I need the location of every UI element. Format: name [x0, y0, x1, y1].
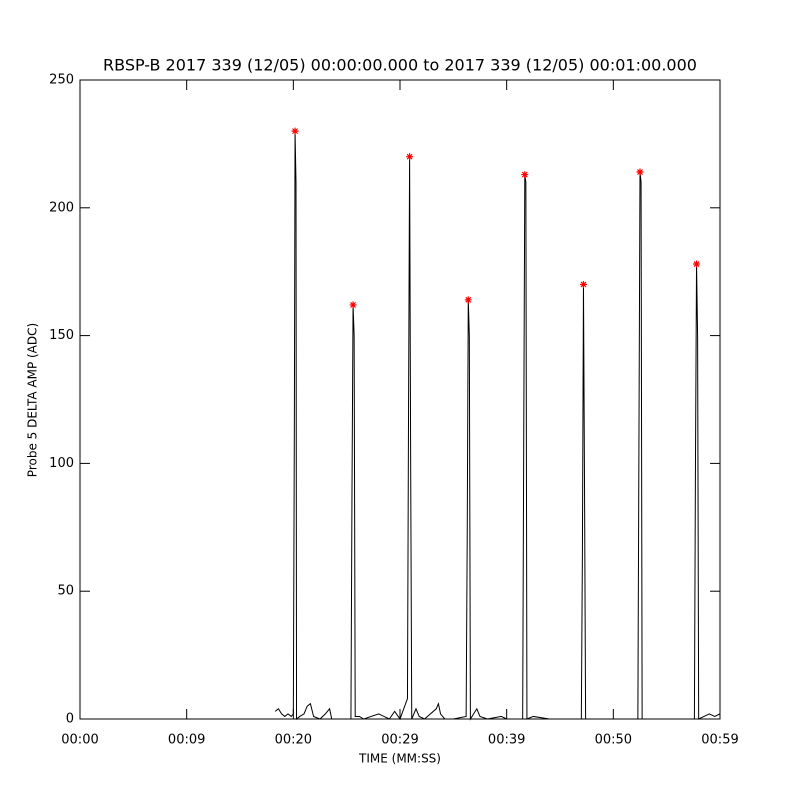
- y-tick-label: 200: [49, 200, 74, 215]
- x-tick-label: 00:50: [595, 733, 632, 748]
- peak-marker: [636, 168, 644, 176]
- peak-marker: [693, 260, 701, 268]
- x-tick-label: 00:20: [275, 733, 312, 748]
- y-axis-label: Probe 5 DELTA AMP (ADC): [26, 323, 40, 477]
- y-tick-label: 150: [49, 328, 74, 343]
- y-tick-label: 0: [66, 712, 74, 727]
- y-tick-label: 100: [49, 456, 74, 471]
- chart-title: RBSP-B 2017 339 (12/05) 00:00:00.000 to …: [103, 56, 697, 75]
- peak-marker: [291, 127, 299, 135]
- peak-marker: [579, 280, 587, 288]
- x-tick-label: 00:39: [488, 733, 525, 748]
- peak-marker: [464, 296, 472, 304]
- peak-marker: [406, 153, 414, 161]
- x-axis-label: TIME (MM:SS): [358, 752, 441, 766]
- peak-marker: [521, 171, 529, 179]
- trace-line: [274, 131, 721, 721]
- x-tick-label: 00:00: [61, 733, 98, 748]
- x-tick-label: 00:29: [381, 733, 418, 748]
- peak-marker: [349, 301, 357, 309]
- x-tick-label: 00:09: [168, 733, 205, 748]
- y-tick-label: 50: [57, 584, 74, 599]
- x-tick-label: 00:59: [701, 733, 738, 748]
- y-tick-label: 250: [49, 73, 74, 88]
